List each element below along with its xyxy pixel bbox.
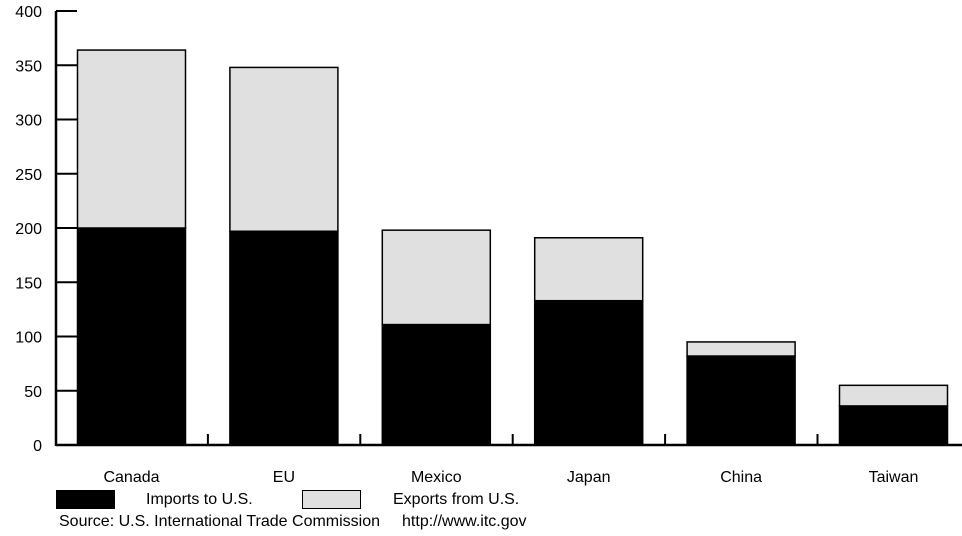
legend: Imports to U.S. Exports from U.S.: [0, 490, 962, 510]
stacked-bar-chart: 0 50 100 150 200 250 300 350 400 Canada EU Mexico Ja…: [15, 4, 962, 486]
x-tick-label: Mexico: [411, 469, 462, 486]
bar-exports-mexico: [381, 229, 492, 326]
bar-imports-taiwan: [838, 405, 949, 446]
legend-label-exports: Exports from U.S.: [393, 491, 520, 508]
source-label: Source: U.S. International Trade Commiss…: [59, 513, 381, 530]
y-tick-label: 350: [15, 58, 42, 75]
x-tick-label: Taiwan: [869, 469, 919, 486]
x-tick-label: Canada: [103, 469, 159, 486]
bar-imports-eu: [229, 230, 339, 446]
legend-label-imports: Imports to U.S.: [146, 491, 253, 508]
bar-exports-taiwan: [838, 384, 949, 407]
bar-exports-canada: [76, 49, 187, 229]
bar-exports-eu: [229, 66, 339, 233]
legend-swatch-exports: [302, 490, 361, 509]
bar-exports-japan: [533, 237, 644, 302]
y-tick-label: 250: [15, 167, 42, 184]
y-tick-label: 300: [15, 113, 42, 130]
y-tick-label: 0: [33, 438, 42, 455]
y-tick-label: 50: [24, 384, 42, 401]
bar-imports-canada: [76, 227, 187, 446]
bar-exports-china: [686, 341, 796, 357]
legend-swatch-imports: [56, 490, 115, 509]
x-tick-label: China: [720, 469, 762, 486]
y-tick-label: 200: [15, 221, 42, 238]
x-tick-label: EU: [273, 469, 295, 486]
y-tick-label: 150: [15, 275, 42, 292]
source-note: Source: U.S. International Trade Commiss…: [59, 513, 527, 531]
bar-imports-japan: [533, 299, 644, 446]
source-url: http://www.itc.gov: [402, 513, 527, 530]
bar-imports-china: [686, 355, 796, 446]
y-tick-label: 400: [15, 4, 42, 21]
x-tick-label: Japan: [567, 469, 611, 486]
bar-imports-mexico: [381, 323, 492, 446]
y-tick-label: 100: [15, 330, 42, 347]
